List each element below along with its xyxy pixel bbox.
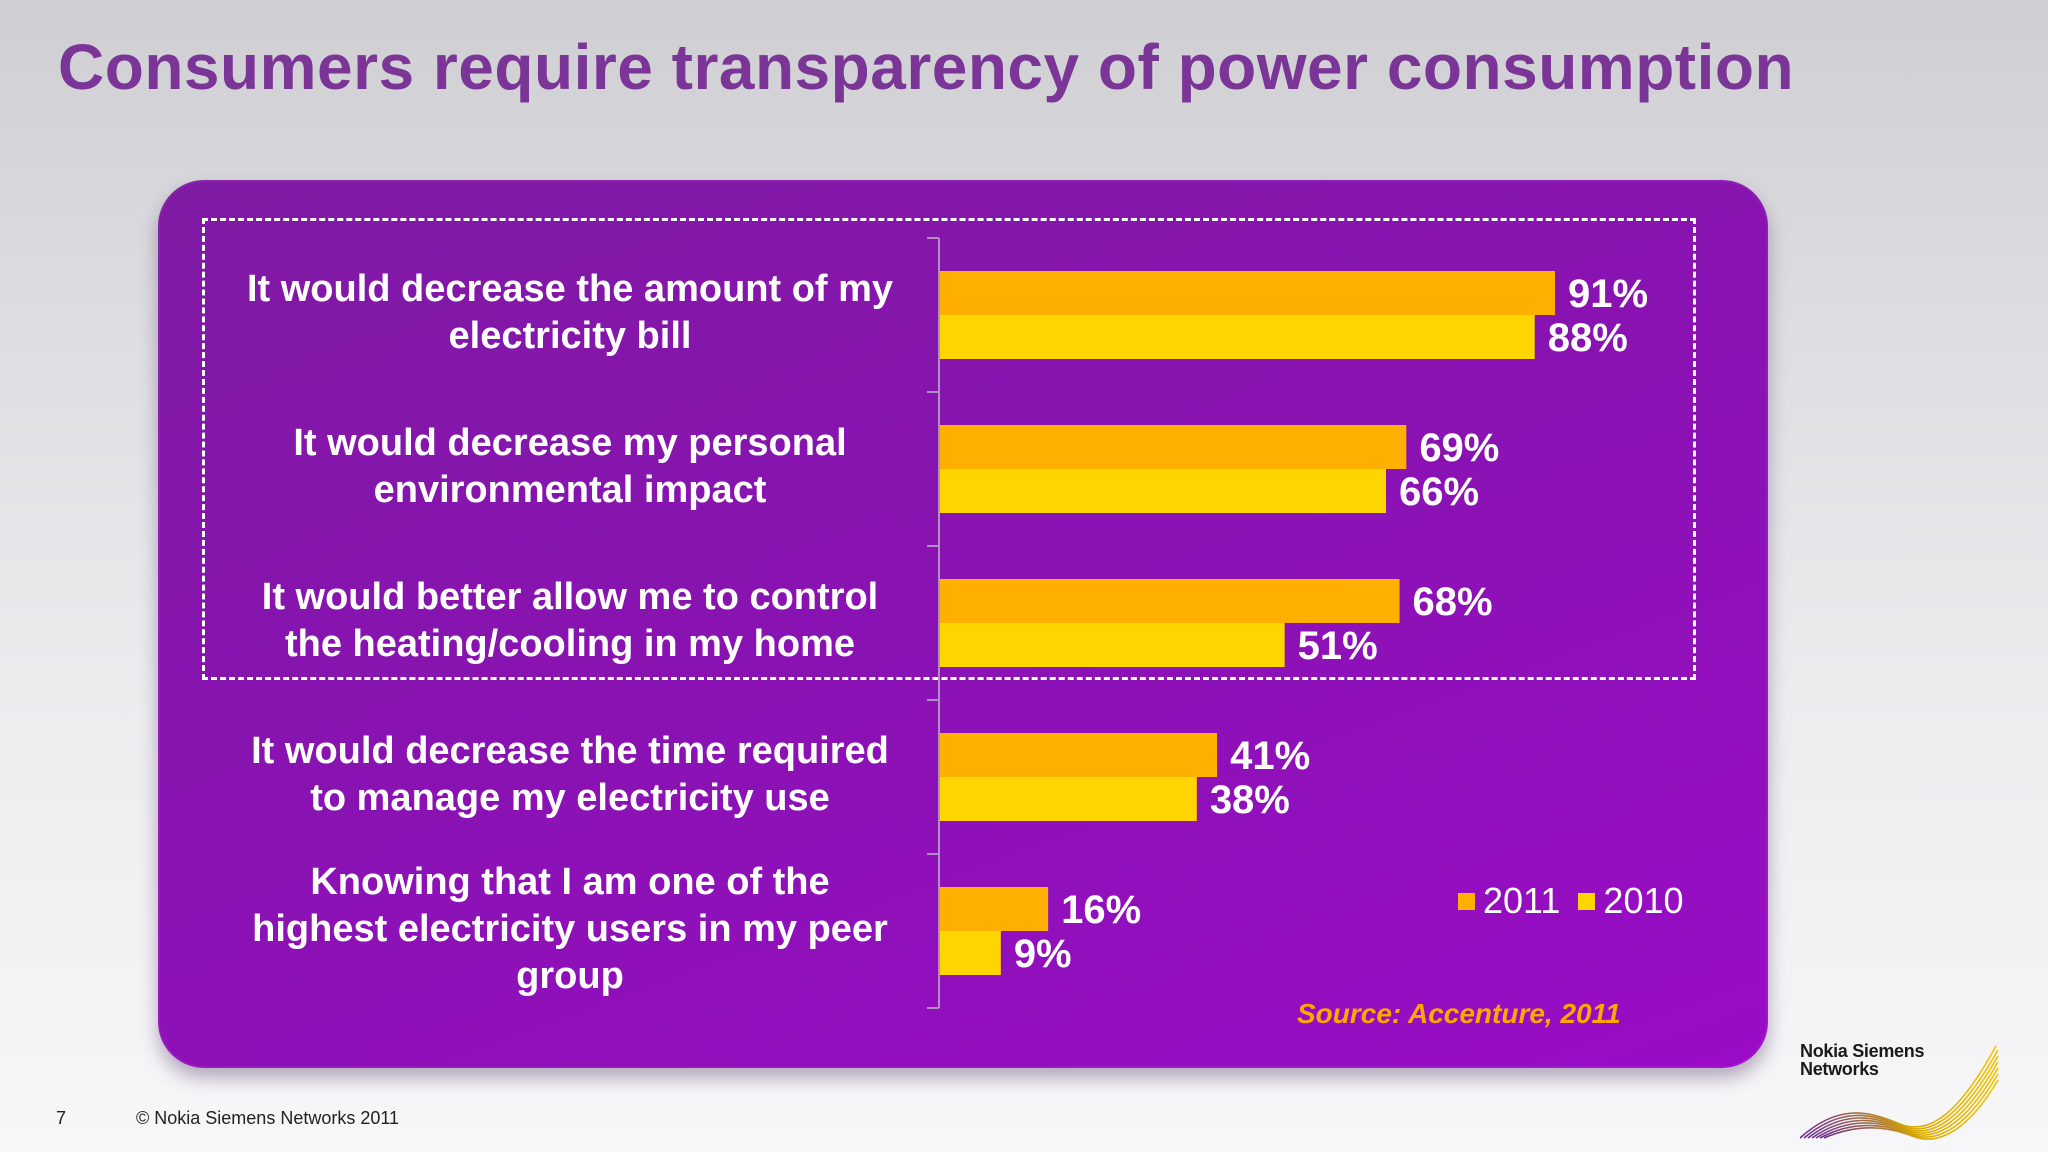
legend-item-2011: 2011 [1458, 880, 1560, 922]
page-number: 7 [56, 1108, 67, 1128]
legend-swatch-2010 [1578, 892, 1596, 910]
logo-line-2: Networks [1800, 1059, 1879, 1079]
copyright: © Nokia Siemens Networks 2011 [136, 1108, 400, 1128]
legend-item-2010: 2010 [1578, 880, 1684, 922]
bar-2011-cat-1 [940, 425, 1407, 469]
data-label-2011-cat-0: 91% [1568, 272, 1648, 316]
category-label-2: It would better allow me to control the … [261, 576, 879, 665]
slide-title: Consumers require transparency of power … [58, 31, 1795, 103]
data-label-2010-cat-4: 9% [1014, 932, 1072, 976]
legend-label-2010: 2010 [1603, 880, 1684, 921]
data-label-2010-cat-0: 88% [1548, 316, 1628, 360]
bar-2011-cat-2 [940, 579, 1400, 623]
bar-2010-cat-1 [940, 469, 1387, 513]
data-label-2011-cat-4: 16% [1061, 888, 1141, 932]
legend: 2011 2010 [1458, 880, 1684, 922]
bar-2010-cat-4 [940, 931, 1001, 975]
bar-2010-cat-2 [940, 623, 1285, 667]
category-label-4: Knowing that I am one of the highest ele… [252, 860, 888, 997]
data-label-2011-cat-1: 69% [1419, 426, 1499, 470]
category-label-3: It would decrease the time required to m… [251, 730, 889, 819]
logo-text: Nokia Siemens Networks [1800, 1042, 1924, 1078]
data-label-2010-cat-3: 38% [1210, 778, 1290, 822]
highlight-dashed-box [202, 218, 1696, 680]
category-label-1: It would decrease my personal environmen… [293, 422, 847, 511]
company-logo: Nokia Siemens Networks [1800, 1042, 2000, 1142]
legend-swatch-2011 [1458, 892, 1475, 910]
bar-2011-cat-4 [940, 887, 1049, 931]
data-label-2010-cat-1: 66% [1399, 470, 1479, 514]
logo-wave-icon [1800, 1045, 1999, 1140]
category-label-0: It would decrease the amount of my elect… [246, 268, 894, 357]
legend-label-2011: 2011 [1483, 880, 1561, 921]
bar-2010-cat-3 [940, 777, 1197, 821]
bar-2011-cat-3 [940, 733, 1218, 777]
source-note: Source: Accenture, 2011 [1297, 998, 1621, 1029]
bar-2011-cat-0 [940, 271, 1555, 315]
data-label-2011-cat-3: 41% [1230, 734, 1310, 778]
bar-2010-cat-0 [940, 315, 1535, 359]
data-label-2011-cat-2: 68% [1413, 580, 1493, 624]
data-label-2010-cat-2: 51% [1298, 624, 1378, 668]
logo-line-1: Nokia Siemens [1800, 1041, 1925, 1061]
